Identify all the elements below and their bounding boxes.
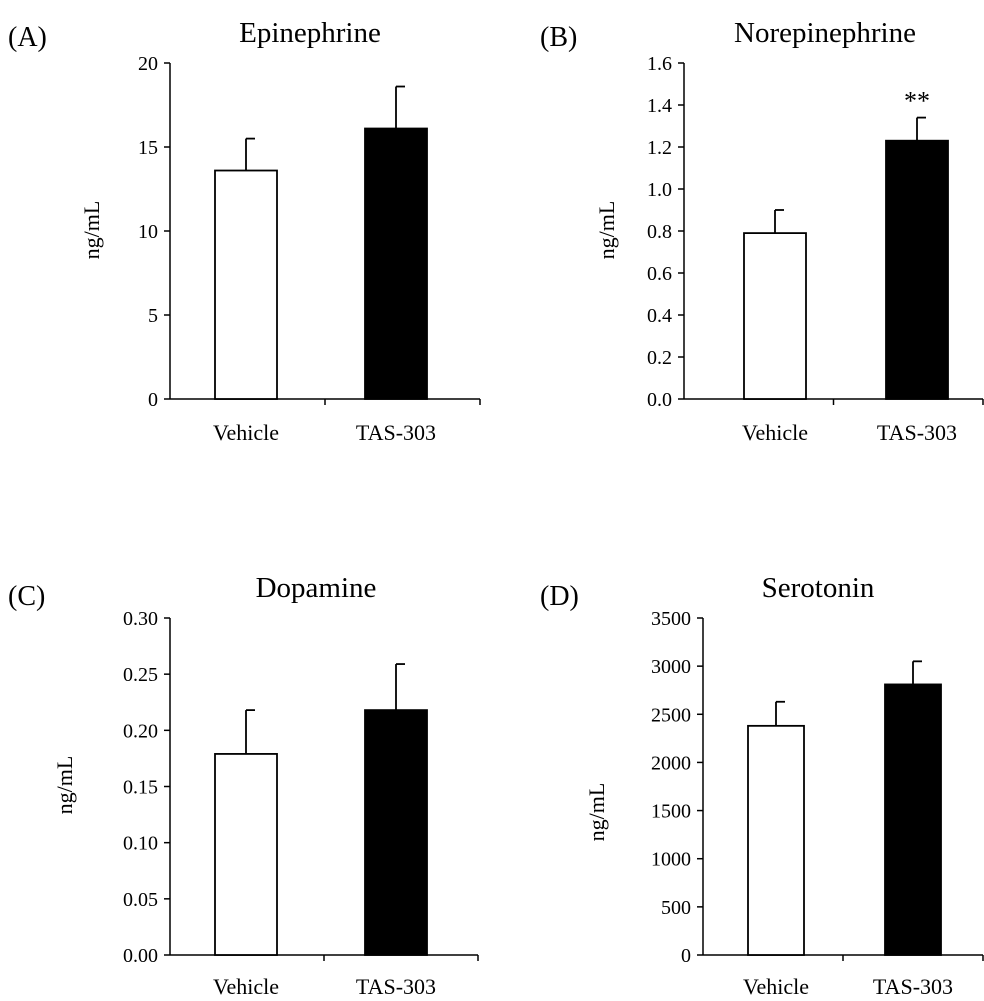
y-tick-label: 0.6 xyxy=(647,263,672,285)
bar xyxy=(214,169,278,400)
category-label: Vehicle xyxy=(742,420,808,445)
y-tick-label: 0.00 xyxy=(123,945,158,967)
y-tick-label: 1000 xyxy=(651,849,691,871)
y-tick-label: 0.2 xyxy=(647,347,672,369)
panel-a: (A) Epinephrine ng/mL 0 5 10 15 20 Vehicle TAS… xyxy=(8,17,481,445)
category-label: Vehicle xyxy=(743,974,809,999)
y-tick-label: 0.15 xyxy=(123,777,158,799)
y-tick-label: 1.0 xyxy=(647,179,672,201)
panel-label: (C) xyxy=(8,581,45,612)
category-label: TAS-303 xyxy=(356,974,436,999)
significance-mark: ** xyxy=(904,87,930,116)
y-tick-label: 1.4 xyxy=(647,95,672,117)
y-axis-label: ng/mL xyxy=(584,783,609,842)
category-label: Vehicle xyxy=(213,974,279,999)
y-tick-label: 10 xyxy=(138,221,158,243)
chart-title: Epinephrine xyxy=(239,17,381,49)
y-tick-label: 0.25 xyxy=(123,664,158,686)
bar xyxy=(885,139,949,400)
panel-d: (D) Serotonin ng/mL 0 500 1000 1500 2000 2500… xyxy=(540,572,984,999)
y-tick-label: 5 xyxy=(148,305,158,327)
y-tick-label: 15 xyxy=(138,137,158,159)
y-tick-label: 0.20 xyxy=(123,720,158,742)
y-tick-label: 500 xyxy=(661,897,691,919)
y-tick-label: 1.6 xyxy=(647,53,672,75)
chart-title: Serotonin xyxy=(762,572,875,604)
y-tick-label: 0.10 xyxy=(123,833,158,855)
panel-label: (D) xyxy=(540,581,579,612)
category-label: Vehicle xyxy=(213,420,279,445)
y-tick-label: 0.30 xyxy=(123,608,158,630)
y-tick-label: 0.0 xyxy=(647,389,672,411)
y-tick-label: 2000 xyxy=(651,752,691,774)
y-tick-label: 1.2 xyxy=(647,137,672,159)
y-tick-label: 20 xyxy=(138,53,158,75)
panel-b: (B) Norepinephrine ng/mL 0.0 0.2 0.4 0.6 0.8… xyxy=(540,17,984,445)
y-tick-label: 0 xyxy=(681,945,691,967)
panel-c: (C) Dopamine ng/mL 0.00 0.05 0.10 0.15 0.20 0… xyxy=(8,572,479,999)
y-tick-label: 0.05 xyxy=(123,889,158,911)
y-tick-label: 0 xyxy=(148,389,158,411)
y-tick-label: 1500 xyxy=(651,801,691,823)
bar xyxy=(364,709,428,956)
bar xyxy=(214,753,278,956)
y-tick-label: 0.8 xyxy=(647,221,672,243)
category-label: TAS-303 xyxy=(873,974,953,999)
y-tick-label: 0.4 xyxy=(647,305,672,327)
category-label: TAS-303 xyxy=(356,420,436,445)
y-tick-label: 2500 xyxy=(651,704,691,726)
panel-label: (B) xyxy=(540,22,577,53)
y-axis-label: ng/mL xyxy=(52,756,77,815)
bar xyxy=(747,724,805,956)
y-tick-label: 3500 xyxy=(651,608,691,630)
chart-title: Dopamine xyxy=(256,572,377,604)
chart-title: Norepinephrine xyxy=(734,17,916,49)
bar xyxy=(364,127,428,400)
bar xyxy=(743,232,807,400)
y-axis-label: ng/mL xyxy=(79,201,104,260)
panel-label: (A) xyxy=(8,22,47,53)
category-label: TAS-303 xyxy=(877,420,957,445)
y-axis-label: ng/mL xyxy=(594,201,619,260)
bar xyxy=(884,683,942,956)
y-tick-label: 3000 xyxy=(651,656,691,678)
